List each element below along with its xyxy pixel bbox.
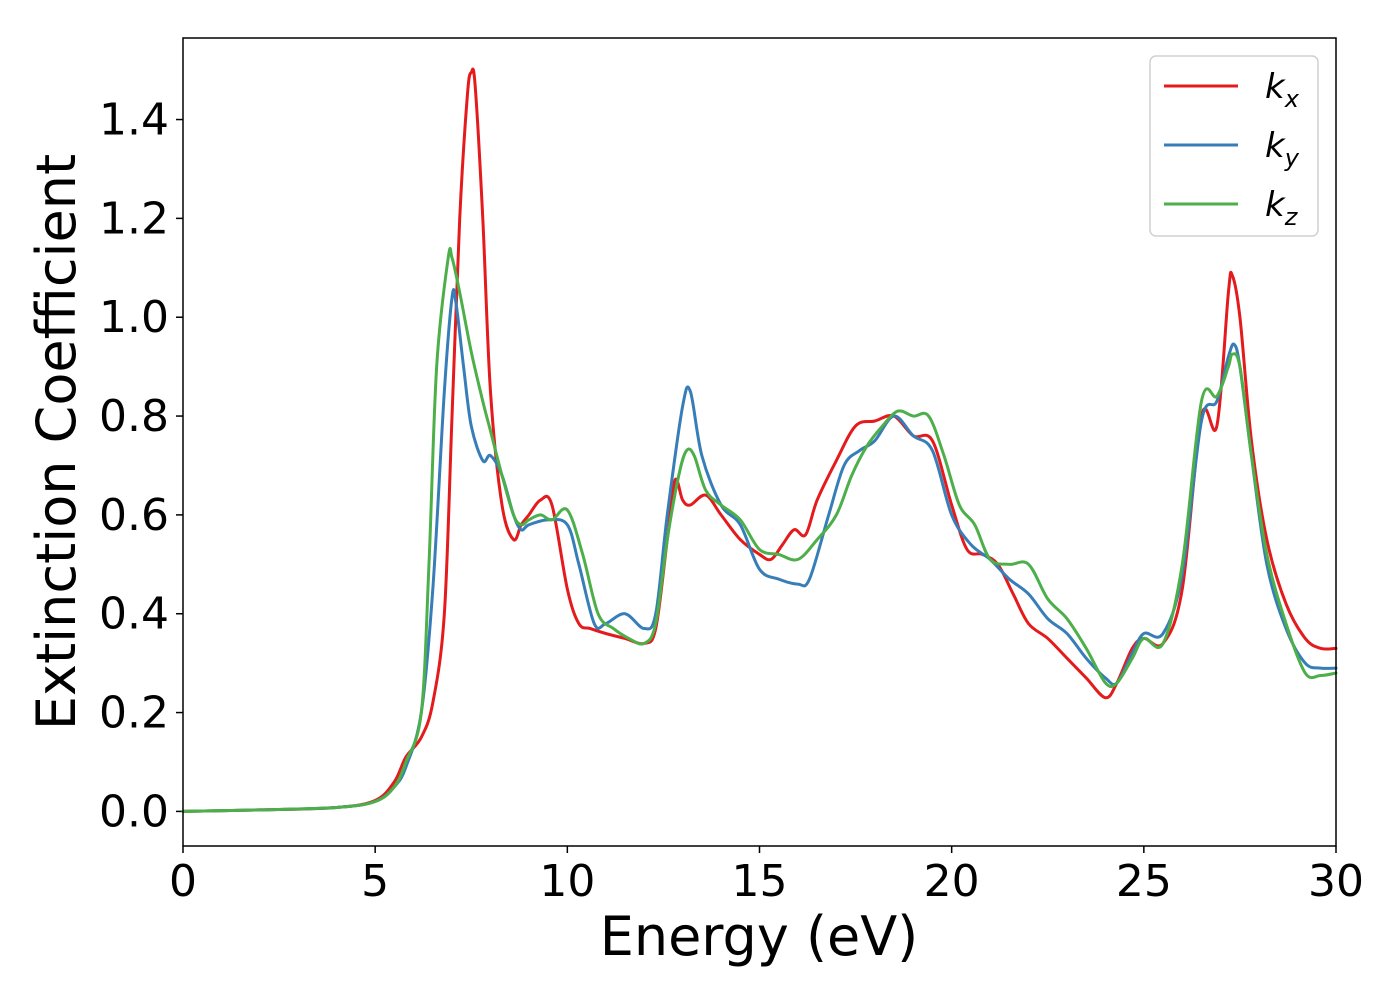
- legend-label-ky: ky: [1265, 126, 1300, 172]
- plot-frame: [182, 37, 1337, 847]
- series-line-kx: [181, 67, 1338, 813]
- x-tick-label: 0: [169, 856, 197, 907]
- x-tick-label: 15: [732, 856, 788, 907]
- legend-label-base: k: [1265, 126, 1286, 166]
- plot-area: [183, 38, 1336, 846]
- x-tick-label: 20: [924, 856, 980, 907]
- y-axis: 0.0 0.2 0.4 0.6 0.8 1.0 1.2 1.4: [99, 95, 183, 837]
- x-axis: 0 5 10 15 20 25 30: [169, 846, 1364, 907]
- legend-label-base: k: [1265, 67, 1286, 107]
- y-axis-title: Extinction Coefficient: [25, 154, 88, 730]
- legend-label-subscript: x: [1284, 85, 1300, 113]
- series-line-kz: [181, 246, 1338, 813]
- y-tick-label: 1.0: [99, 292, 169, 343]
- y-tick-label: 1.4: [99, 95, 169, 146]
- x-tick-label: 5: [361, 856, 389, 907]
- y-tick-label: 0.0: [99, 786, 169, 837]
- legend-label-base: k: [1265, 185, 1286, 225]
- y-tick-label: 0.8: [99, 391, 169, 442]
- x-tick-label: 10: [539, 856, 595, 907]
- legend-label-subscript: z: [1284, 203, 1299, 231]
- y-tick-label: 0.6: [99, 490, 169, 541]
- legend-label-kz: kz: [1265, 185, 1299, 231]
- x-tick-label: 30: [1308, 856, 1364, 907]
- y-tick-label: 0.2: [99, 688, 169, 739]
- x-tick-label: 25: [1116, 856, 1172, 907]
- legend-label-subscript: y: [1284, 144, 1300, 172]
- y-tick-label: 0.4: [99, 589, 169, 640]
- legend-label-kx: kx: [1265, 67, 1300, 113]
- series-line-ky: [181, 287, 1338, 813]
- y-tick-label: 1.2: [99, 193, 169, 244]
- x-axis-title: Energy (eV): [600, 905, 919, 968]
- series-layer: [181, 67, 1338, 813]
